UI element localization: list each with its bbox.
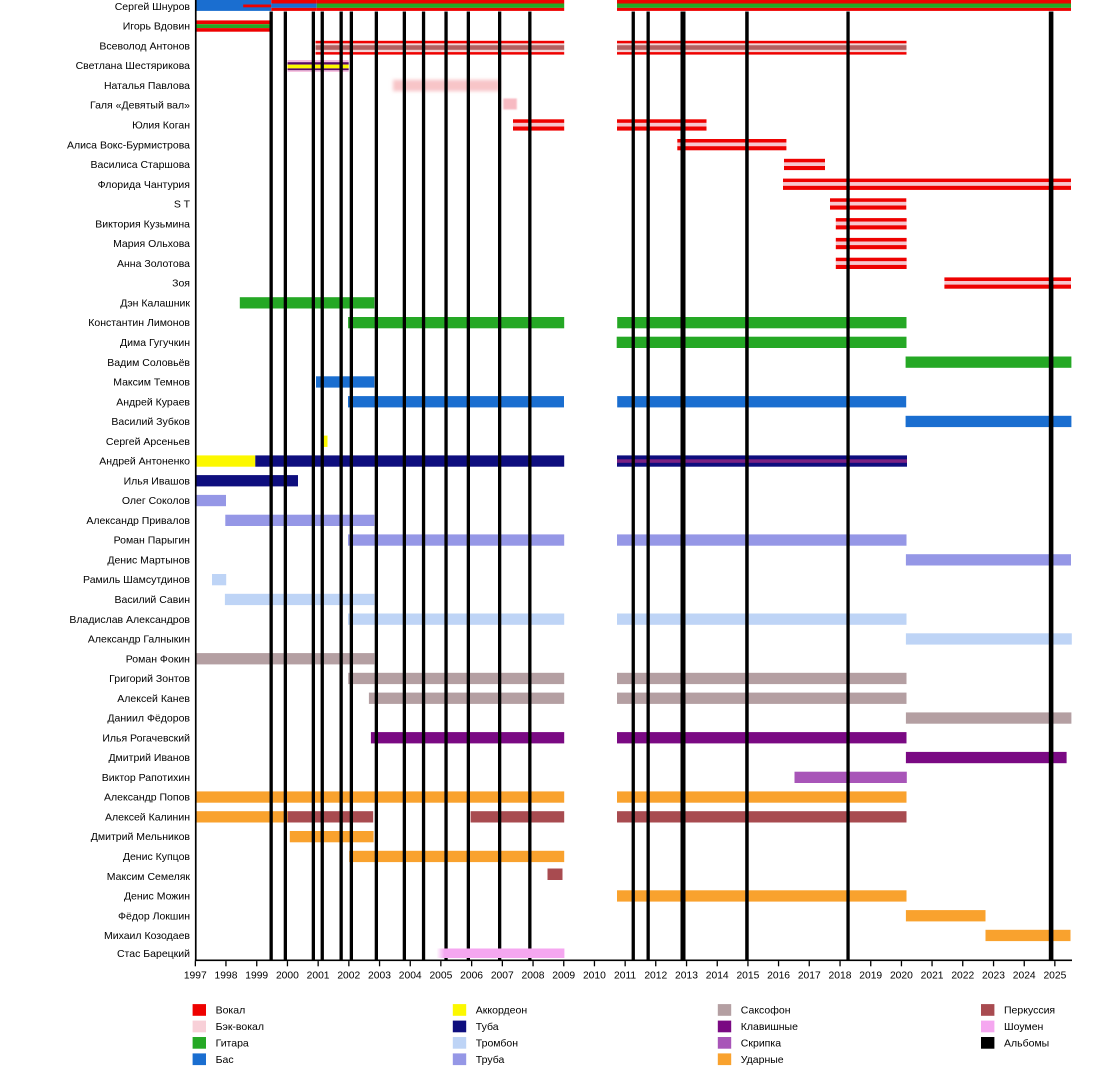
svg-text:Всеволод Антонов: Всеволод Антонов (99, 40, 190, 52)
svg-text:Василий Зубков: Василий Зубков (111, 416, 190, 428)
svg-text:Константин Лимонов: Константин Лимонов (88, 317, 190, 329)
svg-text:Наталья Павлова: Наталья Павлова (104, 80, 190, 92)
svg-text:Рамиль Шамсутдинов: Рамиль Шамсутдинов (83, 574, 190, 586)
svg-text:Александр Привалов: Александр Привалов (86, 515, 190, 527)
svg-text:Стас Барецкий: Стас Барецкий (117, 948, 190, 960)
svg-text:2021: 2021 (921, 970, 944, 981)
svg-text:2009: 2009 (552, 970, 575, 981)
svg-text:Сергей Шнуров: Сергей Шнуров (115, 1, 191, 13)
svg-text:2016: 2016 (767, 970, 790, 981)
svg-text:Александр Попов: Александр Попов (104, 792, 190, 804)
svg-text:Саксофон: Саксофон (741, 1005, 791, 1017)
svg-text:Даниил Фёдоров: Даниил Фёдоров (107, 713, 190, 725)
svg-text:Шоумен: Шоумен (1004, 1021, 1044, 1033)
svg-text:Клавишные: Клавишные (741, 1021, 798, 1033)
svg-text:2010: 2010 (583, 970, 606, 981)
svg-text:2004: 2004 (399, 970, 422, 981)
svg-text:Вадим Соловьёв: Вадим Соловьёв (107, 357, 190, 369)
svg-text:Светлана Шестярикова: Светлана Шестярикова (76, 60, 191, 72)
svg-text:Мария Ольхова: Мария Ольхова (113, 238, 190, 250)
svg-text:Денис Мартынов: Денис Мартынов (107, 555, 190, 567)
svg-text:2022: 2022 (951, 970, 974, 981)
svg-text:2007: 2007 (491, 970, 514, 981)
svg-text:Дмитрий Иванов: Дмитрий Иванов (108, 752, 190, 764)
svg-text:1997: 1997 (184, 970, 207, 981)
svg-text:Дмитрий Мельников: Дмитрий Мельников (91, 831, 191, 843)
svg-text:Скрипка: Скрипка (741, 1037, 781, 1049)
svg-text:2019: 2019 (859, 970, 882, 981)
svg-text:Василий Савин: Василий Савин (114, 594, 190, 606)
svg-text:Гитара: Гитара (216, 1037, 249, 1049)
svg-text:Зоя: Зоя (172, 278, 190, 290)
svg-text:2017: 2017 (798, 970, 821, 981)
svg-text:Максим Семеляк: Максим Семеляк (107, 871, 191, 883)
svg-text:Юлия Коган: Юлия Коган (132, 120, 190, 132)
svg-text:Сергей Арсеньев: Сергей Арсеньев (106, 436, 191, 448)
svg-text:2011: 2011 (614, 970, 636, 981)
svg-text:2020: 2020 (890, 970, 913, 981)
svg-text:Андрей Антоненко: Андрей Антоненко (99, 456, 190, 468)
svg-text:Илья Ивашов: Илья Ивашов (124, 475, 191, 487)
svg-text:Владислав Александров: Владислав Александров (69, 614, 190, 626)
svg-text:Алексей Канев: Алексей Канев (117, 693, 190, 705)
svg-text:2003: 2003 (368, 970, 391, 981)
svg-text:Роман Парыгин: Роман Парыгин (114, 535, 191, 547)
svg-text:Игорь Вдовин: Игорь Вдовин (123, 21, 191, 33)
svg-text:Тромбон: Тромбон (476, 1037, 518, 1049)
svg-text:2005: 2005 (429, 970, 452, 981)
svg-text:Денис Купцов: Денис Купцов (123, 851, 191, 863)
svg-text:Бэк-вокал: Бэк-вокал (216, 1021, 264, 1033)
svg-text:Виктор Рапотихин: Виктор Рапотихин (102, 772, 190, 784)
svg-text:Ударные: Ударные (741, 1054, 784, 1066)
svg-text:Альбомы: Альбомы (1004, 1037, 1049, 1049)
svg-text:2013: 2013 (675, 970, 698, 981)
svg-text:Флорида Чантурия: Флорида Чантурия (98, 179, 190, 191)
svg-text:1999: 1999 (245, 970, 268, 981)
svg-text:Перкуссия: Перкуссия (1004, 1005, 1055, 1017)
svg-text:Михаил Козодаев: Михаил Козодаев (104, 930, 190, 942)
svg-text:2024: 2024 (1013, 970, 1036, 981)
svg-text:Туба: Туба (476, 1021, 499, 1033)
svg-text:Виктория Кузьмина: Виктория Кузьмина (95, 218, 190, 230)
svg-text:Галя «Девятый вал»: Галя «Девятый вал» (90, 100, 190, 112)
svg-text:2012: 2012 (644, 970, 667, 981)
svg-text:Григорий Зонтов: Григорий Зонтов (109, 673, 190, 685)
svg-text:Илья Рогачевский: Илья Рогачевский (102, 732, 190, 744)
svg-text:2008: 2008 (522, 970, 545, 981)
svg-text:2015: 2015 (736, 970, 759, 981)
svg-text:2014: 2014 (706, 970, 729, 981)
svg-text:Максим Темнов: Максим Темнов (113, 377, 190, 389)
svg-text:Александр Галныкин: Александр Галныкин (88, 634, 190, 646)
svg-text:2001: 2001 (307, 970, 330, 981)
svg-text:Дима Гугучкин: Дима Гугучкин (120, 337, 190, 349)
svg-text:2018: 2018 (829, 970, 852, 981)
svg-text:Роман Фокин: Роман Фокин (126, 653, 190, 665)
svg-text:Василиса Старшова: Василиса Старшова (91, 159, 191, 171)
svg-text:Олег Соколов: Олег Соколов (122, 495, 191, 507)
svg-text:Алексей Калинин: Алексей Калинин (105, 812, 190, 824)
svg-text:2025: 2025 (1043, 970, 1066, 981)
svg-text:Вокал: Вокал (216, 1005, 246, 1017)
svg-text:Бас: Бас (216, 1054, 234, 1066)
svg-text:Андрей Кураев: Андрей Кураев (116, 396, 190, 408)
svg-text:2002: 2002 (337, 970, 360, 981)
svg-text:Денис Можин: Денис Можин (124, 891, 190, 903)
svg-text:2006: 2006 (460, 970, 483, 981)
svg-text:2023: 2023 (982, 970, 1005, 981)
svg-text:Труба: Труба (476, 1054, 505, 1066)
svg-text:2000: 2000 (276, 970, 299, 981)
svg-text:Алиса Вокс-Бурмистрова: Алиса Вокс-Бурмистрова (67, 139, 190, 151)
svg-text:Аккордеон: Аккордеон (476, 1005, 528, 1017)
svg-text:S T: S T (174, 199, 191, 211)
svg-text:Анна Золотова: Анна Золотова (117, 258, 190, 270)
svg-text:Дэн Калашник: Дэн Калашник (120, 298, 190, 310)
svg-text:1998: 1998 (215, 970, 238, 981)
svg-text:Фёдор Локшин: Фёдор Локшин (118, 910, 190, 922)
